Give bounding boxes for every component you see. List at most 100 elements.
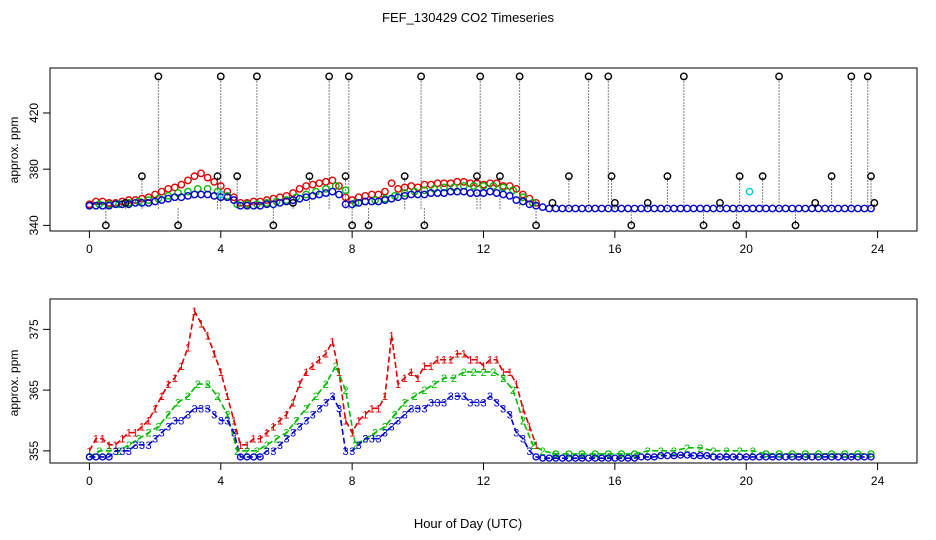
top-point-series-1	[295, 184, 304, 193]
top-point-series-2	[519, 193, 527, 202]
bottom-point-label-3: 3	[211, 409, 217, 421]
bottom-point-3	[703, 452, 711, 460]
top-x-tick-label: 12	[477, 242, 491, 256]
bottom-point-label-2: 2	[155, 422, 161, 434]
bottom-point-label-3: 3	[467, 397, 473, 409]
bottom-point-label-3: 3	[172, 415, 178, 427]
bottom-point-label-3: 3	[507, 409, 513, 421]
top-point-series-3	[466, 189, 475, 197]
top-point-series-3	[486, 187, 494, 196]
bottom-point-label-2: 2	[490, 367, 496, 379]
bottom-point-label-1: 1	[205, 330, 211, 342]
bottom-point-label-3: 3	[297, 422, 303, 434]
top-point-spikes	[515, 72, 524, 81]
bottom-point-label-2: 2	[264, 440, 270, 452]
top-point-series-1	[335, 182, 343, 190]
top-point-series-3	[867, 204, 875, 213]
bottom-point-label-1: 1	[507, 367, 513, 379]
top-point-series-3	[190, 190, 199, 199]
top-point-series-3	[762, 204, 770, 213]
bottom-point-label-3: 3	[500, 403, 506, 415]
bottom-point-label-3: 3	[362, 434, 368, 446]
bottom-point-label-1: 1	[441, 355, 447, 367]
top-point-series-3	[591, 204, 600, 213]
bottom-point-label-3: 3	[474, 397, 480, 409]
top-point-series-3	[656, 204, 665, 213]
bottom-point-label-3: 3	[165, 422, 171, 434]
bottom-point-3	[630, 454, 639, 462]
top-point-series-3	[321, 189, 330, 197]
top-point-series-1	[210, 177, 219, 186]
bottom-point-label-2: 2	[697, 443, 703, 455]
top-point-series-3	[821, 204, 829, 213]
top-point-spikes	[870, 198, 879, 207]
bottom-point-label-1: 1	[434, 355, 440, 367]
top-point-series-3	[492, 189, 501, 197]
bottom-point-label-1: 1	[126, 428, 132, 440]
top-point-spikes	[154, 72, 163, 81]
top-point-spikes	[121, 198, 130, 207]
top-point-spikes	[305, 172, 314, 181]
bottom-line-2	[88, 363, 872, 458]
top-point-spikes	[101, 221, 110, 230]
top-point-spikes	[827, 172, 836, 181]
top-point-series-1	[157, 187, 166, 196]
top-point-spikes	[174, 221, 182, 230]
bottom-point-label-1: 1	[329, 337, 335, 349]
figure-title: FEF_130429 CO2 Timeseries	[382, 10, 554, 25]
bottom-point-label-2: 2	[234, 446, 240, 458]
bottom-plot-frame	[49, 298, 918, 464]
top-point-series-3	[768, 204, 777, 213]
top-point-spikes	[679, 72, 688, 81]
bottom-point-label-2: 2	[382, 422, 388, 434]
top-point-spikes	[584, 72, 593, 81]
top-point-series-3	[519, 197, 527, 206]
bottom-point-label-1: 1	[316, 355, 322, 367]
bottom-ylabel: approx. ppm	[7, 350, 21, 417]
bottom-point-label-1: 1	[362, 409, 368, 421]
bottom-point-label-2: 2	[313, 391, 319, 403]
top-point-spikes	[289, 198, 297, 207]
bottom-point-label-3: 3	[159, 428, 165, 440]
bottom-point-label-1: 1	[467, 355, 473, 367]
top-point-series-2	[341, 186, 350, 195]
top-point-series-3	[578, 204, 586, 213]
top-x-tick-label: 8	[349, 242, 356, 256]
bottom-point-label-3: 3	[224, 415, 230, 427]
bottom-point-3	[650, 453, 658, 461]
bottom-point-label-1: 1	[191, 306, 197, 318]
top-point-series-3	[197, 190, 205, 199]
bottom-point-2	[565, 450, 573, 458]
top-point-spikes	[610, 198, 619, 207]
top-point-spikes	[344, 72, 353, 81]
top-point-cyan-points	[216, 190, 225, 199]
bottom-point-2	[630, 450, 639, 458]
bottom-point-label-3: 3	[264, 446, 270, 458]
bottom-point-label-2: 2	[96, 446, 102, 458]
bottom-point-label-3: 3	[402, 409, 408, 421]
top-point-series-2	[203, 184, 212, 193]
top-point-series-3	[499, 190, 508, 199]
top-point-series-3	[637, 204, 646, 213]
top-point-spikes	[627, 221, 636, 230]
top-point-series-1	[144, 193, 153, 202]
bottom-point-label-2: 2	[671, 446, 677, 458]
bottom-point-label-3: 3	[303, 415, 309, 427]
bottom-point-label-2: 2	[441, 373, 447, 385]
top-point-spikes	[847, 72, 856, 81]
bottom-point-label-2: 2	[175, 397, 181, 409]
bottom-point-label-3: 3	[494, 397, 500, 409]
bottom-x-tick-label: 12	[477, 474, 491, 488]
bottom-point-2	[578, 450, 586, 458]
bottom-point-label-1: 1	[349, 428, 355, 440]
top-point-spikes	[233, 172, 242, 181]
bottom-point-label-2: 2	[471, 367, 477, 379]
bottom-point-label-3: 3	[290, 428, 296, 440]
bottom-point-label-1: 1	[132, 428, 138, 440]
top-point-spikes	[252, 72, 261, 81]
bottom-point-label-1: 1	[290, 397, 296, 409]
bottom-point-label-1: 1	[402, 373, 408, 385]
bottom-point-3	[532, 453, 540, 461]
bottom-point-2	[762, 450, 770, 458]
top-point-series-3	[624, 204, 632, 213]
